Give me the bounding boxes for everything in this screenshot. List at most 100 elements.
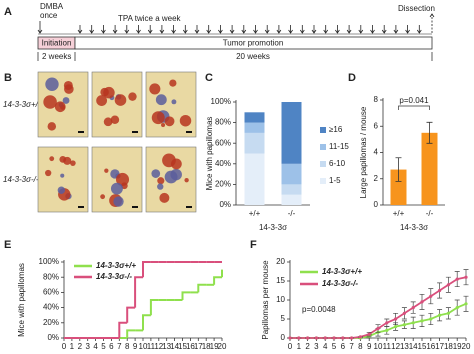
legend-swatch: [320, 127, 326, 133]
point: [332, 336, 336, 340]
x-tick-label: -/-: [426, 209, 434, 218]
arrow-head: [124, 29, 130, 34]
bar-segment: [281, 184, 302, 195]
y-axis-label: Mice with papillomas: [205, 117, 214, 191]
x-tick-label: 11: [383, 342, 392, 351]
x-tick-label: 19: [210, 342, 219, 351]
x-tick-label: 0: [62, 342, 67, 351]
scale-bar: [78, 131, 84, 133]
y-tick-label: 100%: [211, 97, 231, 106]
tumor: [49, 156, 55, 162]
error-bar: [395, 157, 402, 182]
y-tick-label: 0: [281, 333, 286, 342]
scale-bar: [186, 206, 192, 208]
timeline-text: Tumor promotion: [223, 39, 284, 48]
tumor: [161, 123, 166, 128]
x-tick-label: 12: [391, 342, 400, 351]
point: [402, 311, 406, 315]
annotation: p=0.041: [399, 96, 429, 105]
x-tick-label: 7: [349, 342, 354, 351]
x-tick-label: 19: [453, 342, 462, 351]
annotation: p=0.0048: [302, 305, 336, 314]
tumor: [157, 177, 165, 185]
legend-label: ≥16: [329, 125, 343, 134]
x-tick-label: 10: [139, 342, 148, 351]
scale-bar: [132, 131, 138, 133]
legend-swatch: [320, 144, 326, 150]
point: [464, 302, 468, 306]
x-axis-label: 14-3-3σ: [400, 223, 428, 232]
tumor: [103, 86, 115, 99]
arrow-head: [37, 29, 43, 34]
tumor: [157, 183, 164, 190]
tumor: [47, 122, 57, 131]
y-tick-label: 20%: [43, 318, 59, 327]
scale-bar: [78, 206, 84, 208]
tumor: [169, 79, 177, 87]
x-tick-label: 20: [218, 342, 227, 351]
x-tick-label: 3: [314, 342, 319, 351]
point: [429, 294, 433, 298]
x-tick-label: 3: [85, 342, 90, 351]
point: [288, 336, 292, 340]
error-bar: [426, 121, 433, 144]
tumor: [63, 156, 72, 165]
step-segment: [142, 261, 151, 278]
point: [464, 275, 468, 279]
x-tick-label: 15: [178, 342, 187, 351]
panel-label: A: [4, 6, 12, 18]
x-tick-label: 18: [444, 342, 453, 351]
x-tick-label: 13: [162, 342, 171, 351]
legend-label: 14-3-3σ-/-: [322, 279, 358, 288]
point: [323, 336, 327, 340]
arrow-head: [323, 29, 329, 34]
x-tick-label: 6: [109, 342, 114, 351]
point: [420, 319, 424, 323]
step-segment: [118, 321, 128, 338]
arrow-head: [218, 29, 223, 34]
point: [411, 306, 415, 310]
y-tick-label: 4: [374, 148, 379, 157]
tumor: [103, 117, 113, 127]
point: [429, 317, 433, 321]
bracket: [398, 105, 430, 110]
step-segment: [134, 276, 143, 308]
arrow-head: [77, 29, 83, 34]
scale-bar: [186, 131, 192, 133]
panel-label: E: [4, 239, 11, 251]
x-tick-label: 5: [101, 342, 106, 351]
tumor: [45, 169, 52, 177]
x-tick-label: 16: [186, 342, 195, 351]
x-tick-label: 15: [418, 342, 427, 351]
y-tick-label: 60%: [43, 288, 59, 297]
arrow-head: [241, 29, 247, 34]
tumor: [104, 168, 109, 173]
bar-segment: [244, 153, 265, 205]
y-tick-label: 40%: [215, 159, 231, 168]
arrow-head: [346, 29, 352, 34]
arrow-head: [229, 29, 235, 34]
y-tick-label: 0%: [47, 333, 59, 342]
y-tick-label: 15: [276, 276, 285, 285]
tumor: [64, 84, 74, 94]
x-tick-label: 1: [297, 342, 302, 351]
tumor: [114, 94, 127, 106]
step-segment: [126, 329, 136, 338]
arrow-head: [112, 29, 118, 34]
bar-segment: [281, 102, 302, 164]
tumor: [110, 182, 123, 195]
x-tick-label: 11: [147, 342, 156, 351]
x-tick-label: 8: [125, 342, 130, 351]
y-tick-label: 0%: [219, 200, 231, 209]
x-tick-label: 12: [154, 342, 163, 351]
legend-label: 14-3-3σ+/+: [322, 267, 362, 276]
arrow-head: [335, 29, 340, 34]
timeline-text: TPA twice a week: [118, 14, 182, 23]
x-tick-label: 4: [93, 342, 98, 351]
arrow-head: [253, 29, 258, 34]
y-tick-label: 80%: [43, 272, 59, 281]
point: [411, 321, 415, 325]
point: [394, 317, 398, 321]
y-tick-label: 60%: [215, 138, 231, 147]
tumor: [151, 169, 161, 178]
